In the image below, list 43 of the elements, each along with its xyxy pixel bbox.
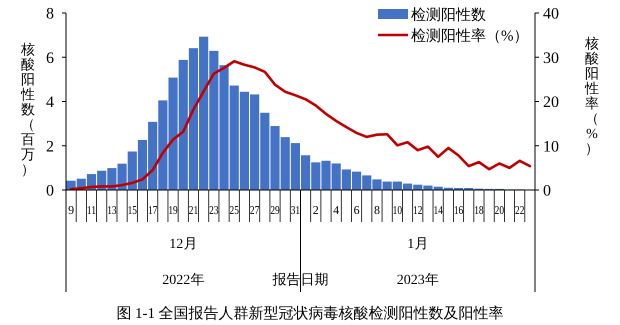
y-tick-label: 2: [46, 138, 54, 156]
y-tick-label: 6: [46, 50, 54, 67]
y2-axis-title: 核酸阳性率（%）: [584, 36, 599, 157]
x-tick-label: 15: [128, 203, 140, 217]
x-tick-label: 18: [474, 203, 486, 217]
x-tick-label: 21: [188, 203, 201, 217]
x-tick-label: 13: [107, 203, 120, 217]
text: 图 1-1 全国报告人群新型冠状病毒核酸检测阳性数及阳性率: [116, 305, 504, 322]
x-tick-label: 17: [148, 203, 160, 217]
x-tick-label: 10: [392, 203, 405, 217]
x-tick-label: 29: [270, 203, 282, 217]
legend-label: 检测阳性数: [411, 6, 486, 24]
x-tick-label: 16: [454, 203, 466, 217]
x-tick-label: 11: [86, 203, 98, 217]
x-tick-label: 12: [413, 203, 426, 217]
x-tick-label: 4: [333, 203, 340, 217]
x-tick-label: 22: [515, 203, 528, 217]
x-tick-label: 2: [312, 203, 319, 217]
x-tick-label: 8: [374, 203, 380, 217]
x-tick-label: 9: [68, 203, 74, 217]
x-tick-label: 23: [209, 203, 222, 217]
legend-label: 检测阳性率（%）: [411, 27, 528, 44]
y2-tick-label: 30: [543, 50, 559, 67]
y-tick-label: 8: [46, 6, 54, 23]
x-tick-label: 19: [168, 203, 180, 217]
x-tick-label: 20: [494, 203, 507, 217]
x-tick-label: 25: [230, 203, 242, 217]
y-tick-label: 0: [46, 182, 54, 200]
text: 2023年: [396, 272, 439, 288]
x-tick-label: 14: [433, 203, 446, 217]
x-tick-label: 31: [290, 203, 303, 217]
text: 2022年: [162, 272, 204, 288]
x-tick-label: 6: [354, 203, 360, 217]
x-tick-label: 27: [250, 203, 262, 217]
text: 12月: [169, 237, 198, 252]
text: 1月: [407, 237, 428, 252]
y2-tick-label: 10: [543, 138, 559, 156]
y2-tick-label: 0: [543, 182, 551, 200]
text: 核酸阳性数（百万）: [21, 43, 35, 178]
y2-tick-label: 20: [543, 94, 559, 112]
y2-tick-label: 40: [543, 6, 559, 23]
x-axis-title: 报告日期: [272, 272, 328, 288]
y-tick-label: 4: [46, 94, 54, 112]
